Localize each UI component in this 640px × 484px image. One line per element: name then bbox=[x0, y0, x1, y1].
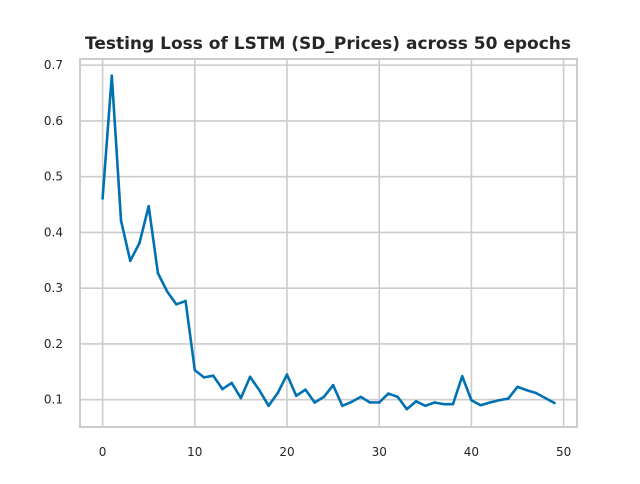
y-tick-label: 0.3 bbox=[44, 281, 63, 295]
plot-area-frame bbox=[79, 58, 578, 428]
y-tick-label: 0.1 bbox=[44, 393, 63, 407]
x-tick-label: 20 bbox=[279, 445, 294, 459]
data-point bbox=[322, 395, 326, 399]
data-point bbox=[331, 383, 335, 387]
data-point bbox=[350, 400, 353, 404]
data-point bbox=[405, 407, 409, 411]
tick-labels: 0 10 20 30 40 50 0.1 0.2 0.3 0.4 0.5 0.6 0.7 bbox=[44, 58, 571, 459]
x-tick-label: 30 bbox=[372, 445, 387, 459]
data-point bbox=[248, 375, 252, 379]
data-point bbox=[377, 401, 381, 404]
data-point bbox=[442, 402, 446, 406]
data-point bbox=[359, 395, 363, 399]
data-point bbox=[119, 219, 123, 222]
data-point bbox=[147, 204, 150, 208]
x-tick-label: 40 bbox=[464, 445, 479, 459]
data-point bbox=[553, 401, 556, 405]
data-point bbox=[202, 376, 206, 379]
y-tick-label: 0.4 bbox=[44, 225, 63, 239]
data-point bbox=[497, 398, 501, 402]
x-tick-label: 50 bbox=[556, 445, 571, 459]
data-point bbox=[313, 401, 316, 404]
data-point bbox=[368, 401, 372, 404]
data-point bbox=[138, 241, 141, 245]
data-point bbox=[534, 391, 538, 395]
data-point bbox=[184, 299, 187, 303]
data-point bbox=[341, 404, 344, 408]
data-point bbox=[488, 401, 492, 404]
data-point bbox=[276, 391, 280, 395]
y-tick-label: 0.6 bbox=[44, 114, 63, 128]
data-point bbox=[460, 374, 464, 378]
y-tick-label: 0.2 bbox=[44, 337, 63, 351]
data-point bbox=[258, 388, 261, 392]
data-point bbox=[451, 402, 455, 406]
y-tick-label: 0.5 bbox=[44, 170, 63, 184]
data-point bbox=[433, 401, 436, 404]
data-point bbox=[211, 374, 215, 378]
data-point bbox=[156, 271, 160, 275]
data-point bbox=[128, 259, 132, 263]
gridlines bbox=[80, 59, 577, 427]
data-point bbox=[543, 396, 547, 400]
data-point bbox=[525, 388, 529, 392]
y-tick-label: 0.7 bbox=[44, 58, 63, 72]
data-point bbox=[267, 404, 270, 408]
data-point bbox=[507, 397, 510, 400]
x-tick-label: 10 bbox=[187, 445, 202, 459]
data-point bbox=[396, 395, 399, 399]
data-point bbox=[516, 385, 519, 389]
data-point bbox=[230, 381, 233, 385]
data-point bbox=[294, 394, 298, 398]
data-point bbox=[387, 392, 390, 395]
data-point bbox=[110, 74, 114, 78]
data-point bbox=[221, 387, 224, 391]
data-point bbox=[479, 403, 482, 407]
data-point bbox=[424, 404, 427, 408]
data-point bbox=[175, 303, 178, 306]
loss-series-line bbox=[101, 74, 556, 411]
data-point bbox=[101, 197, 104, 200]
chart-title: Testing Loss of LSTM (SD_Prices) across … bbox=[85, 34, 571, 54]
data-point bbox=[165, 290, 169, 293]
data-point bbox=[470, 398, 473, 402]
data-point bbox=[285, 373, 289, 376]
series-layer bbox=[101, 74, 556, 411]
x-tick-label: 0 bbox=[99, 445, 107, 459]
data-point bbox=[239, 396, 243, 400]
data-point bbox=[304, 388, 307, 391]
data-point bbox=[414, 400, 418, 403]
data-point bbox=[193, 368, 197, 372]
